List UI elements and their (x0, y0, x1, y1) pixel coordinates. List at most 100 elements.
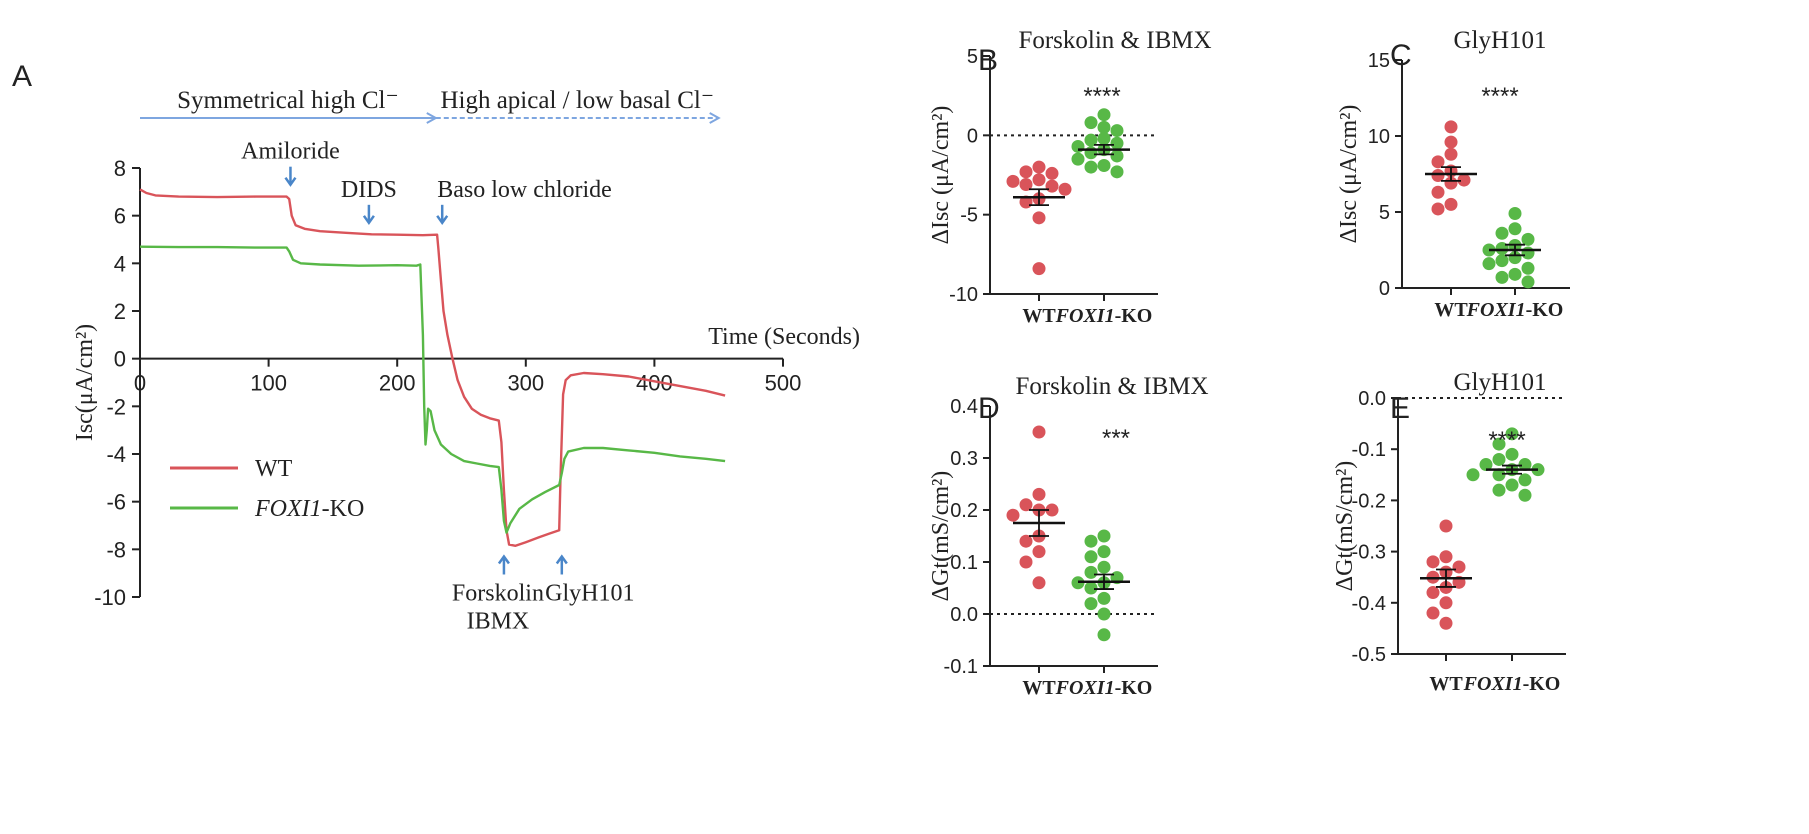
y-tick-label: -0.1 (1352, 439, 1386, 461)
annotation-label: IBMX (467, 608, 530, 634)
data-point-wt (1019, 178, 1033, 192)
category-label-italic: FOXI1 (1463, 673, 1523, 695)
data-point-foxi1-ko (1518, 458, 1532, 472)
y-tick-label: 0 (967, 125, 978, 147)
chart-title: GlyH101 (1453, 27, 1546, 54)
data-point-foxi1-ko (1084, 146, 1098, 160)
data-point-foxi1-ko (1508, 207, 1522, 221)
data-point-foxi1-ko (1097, 607, 1111, 621)
data-point-foxi1-ko (1084, 597, 1098, 611)
data-point-wt (1439, 519, 1453, 533)
y-tick-label: 0.3 (950, 448, 978, 470)
data-point-wt (1019, 534, 1033, 548)
panel-letter-b: B (978, 44, 998, 77)
significance-stars: **** (1481, 83, 1518, 110)
category-label: FOXI1-KO (1463, 673, 1561, 695)
data-point-foxi1-ko (1508, 251, 1522, 265)
y-axis-title: ΔIsc (μA/cm²) (1336, 105, 1362, 244)
y-axis-title: ΔGt(mS/cm²) (1332, 461, 1358, 592)
data-point-foxi1-ko (1492, 483, 1506, 497)
category-label: FOXI1-KO (1055, 677, 1153, 699)
data-point-foxi1-ko (1110, 165, 1124, 179)
category-label-italic: FOXI1 (1466, 299, 1526, 321)
y-tick-label: -0.2 (1352, 490, 1386, 512)
y-tick-label: 8 (114, 156, 126, 181)
category-label-rest: -KO (1115, 305, 1153, 327)
data-point-foxi1-ko (1482, 257, 1496, 271)
data-point-wt (1444, 197, 1458, 211)
data-point-foxi1-ko (1521, 275, 1535, 289)
panel-letter-d: D (978, 392, 1000, 425)
data-point-foxi1-ko (1084, 550, 1098, 564)
data-point-wt (1006, 508, 1020, 522)
x-axis-title: Time (Seconds) (708, 324, 860, 350)
y-tick-label: -10 (94, 585, 126, 610)
data-point-wt (1019, 555, 1033, 569)
data-point-foxi1-ko (1508, 222, 1522, 236)
phase-label: Symmetrical high Cl⁻ (177, 87, 399, 114)
legend-label-rest: -KO (322, 496, 365, 522)
category-label-rest: -KO (1523, 673, 1561, 695)
data-point-wt (1444, 147, 1458, 161)
annotation-label: Amiloride (241, 139, 340, 165)
data-point-wt (1045, 166, 1059, 180)
y-tick-label: 6 (114, 204, 126, 229)
panel-e-scatter-chart: GlyH101 0.0 -0.1 -0.2 -0.3 -0.4 -0.5 ΔGt(mS/cm²… (1332, 369, 1566, 695)
y-axis-title: Isc(μA/cm²) (72, 324, 98, 441)
data-point-wt (1032, 425, 1046, 439)
trace-line-wt (139, 188, 726, 547)
y-tick-label: 0.4 (950, 396, 978, 418)
data-point-wt (1444, 135, 1458, 149)
category-label: WT (1022, 677, 1056, 699)
y-tick-label: 4 (114, 251, 126, 276)
arrowhead (497, 554, 510, 565)
data-point-foxi1-ko (1495, 226, 1509, 240)
data-point-wt (1045, 179, 1059, 193)
y-tick-label: 5 (967, 46, 978, 68)
data-point-foxi1-ko (1097, 591, 1111, 605)
data-point-foxi1-ko (1521, 261, 1535, 275)
data-point-wt (1457, 173, 1471, 187)
y-tick-label: -8 (106, 537, 126, 562)
data-point-wt (1431, 185, 1445, 199)
y-axis-title: ΔIsc (μA/cm²) (928, 106, 954, 245)
y-tick-label: 2 (114, 299, 126, 324)
y-tick-label: -0.4 (1352, 593, 1386, 615)
y-tick-label: 0 (1379, 278, 1390, 300)
chart-title: Forskolin & IBMX (1018, 27, 1211, 54)
panel-letter-e: E (1390, 392, 1410, 425)
data-point-foxi1-ko (1495, 254, 1509, 268)
data-point-foxi1-ko (1071, 152, 1085, 166)
annotation-label: DIDS (341, 177, 397, 203)
significance-stars: **** (1488, 427, 1525, 454)
data-point-wt (1045, 503, 1059, 517)
panel-d-scatter-chart: Forskolin & IBMX 0.4 0.3 0.2 0.1 0.0 -0.1 ΔGt(m… (928, 373, 1209, 699)
panel-letter-a: A (12, 60, 32, 93)
annotation: DIDS (341, 177, 397, 225)
legend-label: FOXI1-KO (254, 496, 364, 522)
data-point-wt (1019, 165, 1033, 179)
data-point-foxi1-ko (1084, 160, 1098, 174)
category-label-rest: -KO (1115, 677, 1153, 699)
data-point-foxi1-ko (1097, 108, 1111, 122)
category-label: WT (1022, 305, 1056, 327)
data-point-foxi1-ko (1097, 545, 1111, 559)
y-tick-label: 5 (1379, 202, 1390, 224)
category-label: FOXI1-KO (1055, 305, 1153, 327)
data-point-foxi1-ko (1505, 478, 1519, 492)
data-point-foxi1-ko (1071, 139, 1085, 153)
legend: WT FOXI1-KO (170, 456, 364, 522)
data-point-wt (1444, 120, 1458, 134)
data-point-wt (1439, 596, 1453, 610)
x-tick-label: 0 (134, 371, 146, 396)
y-tick-label: -5 (960, 205, 978, 227)
data-point-foxi1-ko (1084, 534, 1098, 548)
data-point-foxi1-ko (1492, 468, 1506, 482)
data-point-foxi1-ko (1518, 488, 1532, 502)
data-point-foxi1-ko (1097, 132, 1111, 146)
data-point-foxi1-ko (1097, 628, 1111, 642)
data-point-foxi1-ko (1479, 458, 1493, 472)
